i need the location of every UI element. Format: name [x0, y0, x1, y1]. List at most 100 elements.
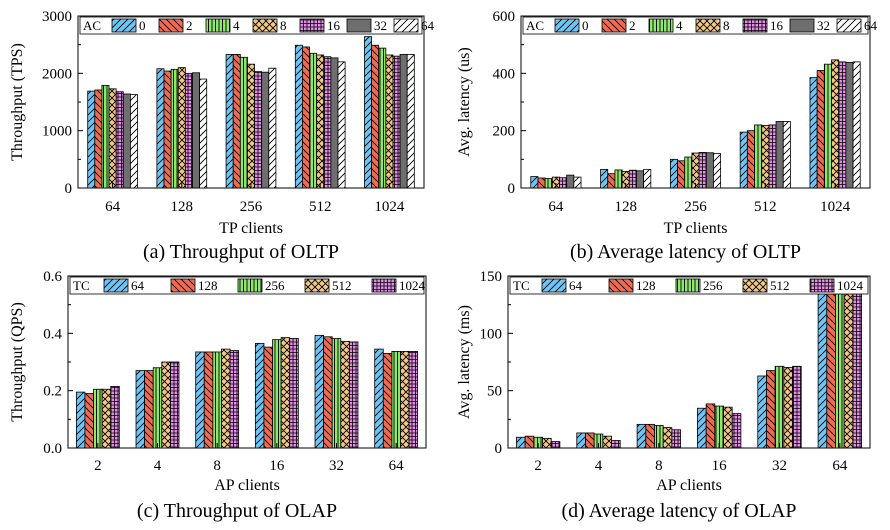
- bar-1024-2: [110, 385, 120, 449]
- bar-1024-16: [731, 413, 742, 449]
- bar-64-32: [314, 334, 325, 449]
- bar-1024-16: [289, 338, 299, 449]
- bar-512-8: [221, 348, 231, 449]
- legend-title: TC: [513, 278, 530, 293]
- legend-swatch-64: [103, 278, 129, 293]
- bar-64-512: [782, 121, 791, 189]
- legend-swatch-512: [304, 278, 330, 293]
- bar-128-2: [524, 435, 535, 449]
- x-tick-label: 16: [269, 458, 285, 474]
- legend-label-512: 512: [770, 278, 790, 293]
- legend-label-4: 4: [233, 18, 240, 33]
- bar-128-8: [645, 423, 655, 449]
- bar-128-2: [84, 393, 94, 449]
- x-tick-label: 1024: [820, 199, 851, 215]
- bar-512-32: [783, 366, 793, 449]
- bar-1024-32: [348, 341, 359, 449]
- bar-4-512: [754, 124, 763, 189]
- legend-label-2: 2: [629, 18, 636, 33]
- legend-label-32: 32: [817, 18, 830, 33]
- bar-2-64: [537, 177, 546, 189]
- bar-0-512: [294, 44, 303, 189]
- legend-swatch-64: [836, 18, 862, 33]
- bar-16-64: [115, 91, 124, 189]
- bar-0-128: [156, 68, 165, 189]
- legend-swatch-8: [252, 18, 278, 33]
- plot-frame: [507, 275, 871, 449]
- bar-512-2: [542, 437, 552, 449]
- bar-32-128: [636, 170, 645, 189]
- bar-16-1024: [838, 61, 847, 189]
- x-axis-label: AP clients: [656, 477, 722, 494]
- bar-32-64: [566, 174, 575, 189]
- legend-swatch-4: [205, 18, 231, 33]
- bar-256-64: [835, 285, 845, 449]
- y-tick-label: 200: [493, 124, 516, 140]
- bar-4-512: [309, 52, 318, 189]
- y-axis-label: Throughput (QPS): [9, 302, 26, 422]
- bar-32-1024: [845, 62, 854, 189]
- legend-label-1024: 1024: [399, 278, 426, 293]
- bar-64-256: [713, 153, 722, 189]
- bar-1024-8: [671, 429, 681, 449]
- x-tick-label: 64: [832, 458, 848, 474]
- bar-1024-4: [169, 361, 180, 449]
- x-tick-label: 32: [772, 458, 787, 474]
- legend-swatch-4: [648, 18, 674, 33]
- x-tick-label: 128: [171, 199, 194, 215]
- figure-caption: (a) Throughput of OLTP: [143, 241, 339, 263]
- legend-label-256: 256: [703, 278, 723, 293]
- bar-1024-64: [408, 350, 419, 449]
- bar-2-128: [163, 70, 172, 189]
- bar-16-128: [184, 72, 193, 189]
- bar-4-256: [239, 56, 248, 189]
- plot-frame: [67, 275, 427, 449]
- bar-64-1024: [852, 61, 861, 189]
- legend-swatch-0: [554, 18, 580, 33]
- bar-256-16: [272, 339, 282, 449]
- y-tick-label: 1000: [42, 124, 72, 140]
- bar-4-128: [170, 68, 179, 189]
- bar-1024-32: [792, 365, 802, 449]
- y-axis-label: Throughput (TPS): [9, 43, 26, 161]
- bar-64-256: [268, 67, 277, 189]
- bar-0-64: [87, 90, 96, 189]
- bar-256-32: [774, 365, 785, 449]
- legend-swatch-1024: [809, 278, 835, 293]
- bar-1024-2: [550, 441, 561, 449]
- bar-16-256: [254, 71, 263, 189]
- x-tick-label: 512: [754, 199, 777, 215]
- chart-panel-3: 0 50 100 150 Avg. latency (ms) 2 4 8 16 32 64 AP cl…: [456, 269, 871, 522]
- bar-8-512: [316, 54, 325, 189]
- x-tick-label: 4: [595, 458, 603, 474]
- legend-swatch-2: [158, 18, 184, 33]
- bar-128-32: [323, 336, 333, 449]
- bar-8-256: [691, 152, 700, 189]
- bar-64-64: [129, 94, 138, 189]
- bar-0-1024: [364, 36, 373, 189]
- figure-caption: (d) Average latency of OLAP: [561, 500, 796, 522]
- legend-swatch-16: [742, 18, 768, 33]
- legend-label-64: 64: [864, 18, 878, 33]
- legend-swatch-128: [170, 278, 196, 293]
- y-tick-label: 3000: [42, 9, 72, 25]
- bar-2-64: [94, 89, 103, 189]
- bar-256-32: [331, 338, 342, 449]
- bar-1024-8: [229, 350, 240, 449]
- legend-label-8: 8: [723, 18, 730, 33]
- legend-label-8: 8: [280, 18, 287, 33]
- y-tick-label: 0.0: [43, 441, 62, 457]
- bar-2-256: [677, 160, 686, 189]
- figure-caption: (c) Throughput of OLAP: [137, 500, 337, 522]
- bar-128-16: [705, 403, 716, 449]
- bar-64-8: [636, 423, 647, 449]
- bar-2-256: [232, 54, 241, 189]
- legend-label-32: 32: [374, 18, 387, 33]
- x-axis-label: AP clients: [214, 477, 280, 494]
- bar-8-512: [761, 125, 770, 189]
- bar-8-1024: [385, 54, 394, 189]
- legend-swatch-256: [237, 278, 263, 293]
- bar-2-512: [746, 130, 755, 189]
- y-tick-label: 0.4: [43, 326, 62, 342]
- x-tick-label: 2: [534, 458, 542, 474]
